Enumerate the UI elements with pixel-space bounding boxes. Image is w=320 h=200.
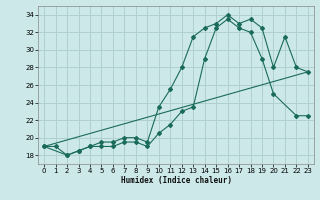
X-axis label: Humidex (Indice chaleur): Humidex (Indice chaleur) <box>121 176 231 185</box>
